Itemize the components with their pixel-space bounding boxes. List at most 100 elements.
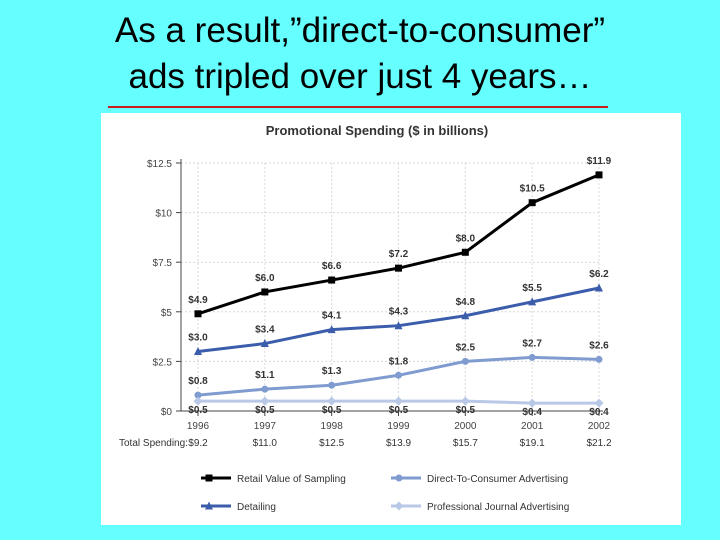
data-point — [194, 391, 202, 399]
axes: $0 $2.5 $5 $7.5 $10 $12.5 1996 1997 1998 1999 2000… — [147, 159, 611, 432]
title-underline — [108, 106, 608, 108]
data-point — [394, 321, 403, 330]
x-tick-label: 1997 — [254, 421, 277, 432]
series-retail-value-of-sampling — [194, 171, 603, 318]
data-point — [327, 396, 337, 406]
data-point — [328, 381, 336, 389]
slide-title: As a result,”direct-to-consumer” ads tri… — [0, 8, 720, 100]
total-value: $15.7 — [453, 438, 478, 449]
data-labels: $4.9 $6.0 $6.6 $7.2 $8.0 $10.5 $11.9 $3.0 $3.4 $4… — [188, 156, 611, 418]
data-point — [394, 396, 403, 406]
y-tick-label: $5 — [161, 308, 173, 319]
data-label: $0.5 — [322, 405, 342, 416]
y-tick-label: $12.5 — [147, 159, 172, 170]
data-point — [395, 264, 402, 272]
legend-label: Detailing — [237, 502, 276, 513]
data-label: $0.4 — [522, 407, 542, 418]
legend: Retail Value of Sampling Direct-To-Consum… — [201, 474, 569, 513]
x-tick-label: 1996 — [187, 421, 210, 432]
data-point — [595, 283, 603, 292]
data-label: $11.9 — [587, 156, 612, 167]
chart-title: Promotional Spending ($ in billions) — [266, 123, 488, 138]
data-label: $0.5 — [389, 405, 409, 416]
data-point — [261, 385, 269, 393]
data-label: $1.1 — [255, 370, 275, 381]
x-tick-label: 1999 — [387, 421, 410, 432]
legend-item-direct-to-consumer-advertising: Direct-To-Consumer Advertising — [391, 474, 568, 485]
data-point — [461, 357, 469, 365]
chart-panel: Promotional Spending ($ in billions) $0 $… — [101, 113, 681, 525]
totals-row: Total Spending: $9.2 $11.0 $12.5 $13.9 $15.7… — [119, 438, 612, 449]
data-label: $4.1 — [322, 311, 342, 322]
total-spending-label: Total Spending: — [119, 438, 188, 449]
data-label: $1.3 — [322, 366, 342, 377]
data-label: $6.0 — [255, 273, 275, 284]
x-tick-label: 2000 — [454, 421, 477, 432]
series-direct-to-consumer-advertising — [194, 353, 603, 399]
grid — [181, 162, 600, 412]
data-label: $0.5 — [255, 405, 275, 416]
slide-title-line-1: As a result,”direct-to-consumer” — [114, 11, 606, 50]
data-label: $0.4 — [589, 407, 609, 418]
data-point — [461, 248, 469, 256]
data-point — [261, 288, 269, 296]
data-point — [260, 396, 270, 406]
legend-label: Direct-To-Consumer Advertising — [427, 474, 568, 485]
data-point — [528, 353, 536, 361]
data-label: $4.3 — [389, 307, 409, 318]
data-point — [327, 325, 336, 334]
data-point — [528, 199, 536, 207]
total-value: $21.2 — [586, 438, 611, 449]
total-value: $13.9 — [386, 438, 411, 449]
data-point — [594, 398, 604, 408]
data-point — [395, 371, 402, 379]
data-point — [328, 276, 336, 284]
data-label: $0.5 — [188, 405, 208, 416]
data-label: $5.5 — [522, 283, 542, 294]
series-detailing — [194, 283, 603, 355]
total-value: $9.2 — [188, 438, 208, 449]
data-point — [595, 171, 603, 179]
data-label: $3.4 — [255, 325, 275, 336]
data-point — [194, 310, 202, 318]
y-tick-label: $10 — [155, 209, 172, 220]
data-label: $4.8 — [456, 297, 476, 308]
data-point — [527, 398, 537, 408]
legend-marker — [205, 501, 213, 510]
data-label: $0.8 — [188, 376, 208, 387]
legend-item-detailing: Detailing — [201, 501, 276, 513]
data-label: $10.5 — [520, 184, 545, 195]
y-tick-label: $0 — [161, 407, 173, 418]
legend-marker — [395, 474, 403, 482]
legend-label: Retail Value of Sampling — [237, 474, 346, 485]
data-label: $6.6 — [322, 261, 342, 272]
x-tick-label: 2001 — [521, 421, 544, 432]
slide-title-line-2: ads tripled over just 4 years… — [128, 57, 592, 96]
data-point — [461, 311, 470, 320]
total-value: $19.1 — [520, 438, 545, 449]
data-label: $6.2 — [589, 269, 609, 280]
total-value: $12.5 — [319, 438, 344, 449]
data-label: $2.7 — [522, 338, 542, 349]
legend-item-retail-value-of-sampling: Retail Value of Sampling — [201, 474, 346, 485]
data-label: $1.8 — [389, 356, 409, 367]
legend-label: Professional Journal Advertising — [427, 502, 569, 513]
data-label: $2.5 — [456, 342, 476, 353]
x-tick-label: 1998 — [321, 421, 344, 432]
data-label: $3.0 — [188, 332, 208, 343]
data-point — [528, 297, 537, 306]
x-tick-label: 2002 — [588, 421, 611, 432]
data-point — [595, 355, 603, 363]
promotional-spending-chart: Promotional Spending ($ in billions) $0$… — [119, 123, 612, 513]
legend-item-professional-journal-advertising: Professional Journal Advertising — [391, 501, 569, 513]
data-point — [193, 396, 203, 406]
data-label: $4.9 — [188, 295, 208, 306]
data-point — [460, 396, 470, 406]
total-value: $11.0 — [253, 438, 278, 449]
legend-marker — [205, 474, 213, 482]
y-tick-label: $2.5 — [153, 357, 173, 368]
series — [193, 171, 604, 408]
legend-marker — [394, 501, 404, 511]
y-tick-label: $7.5 — [153, 258, 173, 269]
data-label: $0.5 — [456, 405, 476, 416]
